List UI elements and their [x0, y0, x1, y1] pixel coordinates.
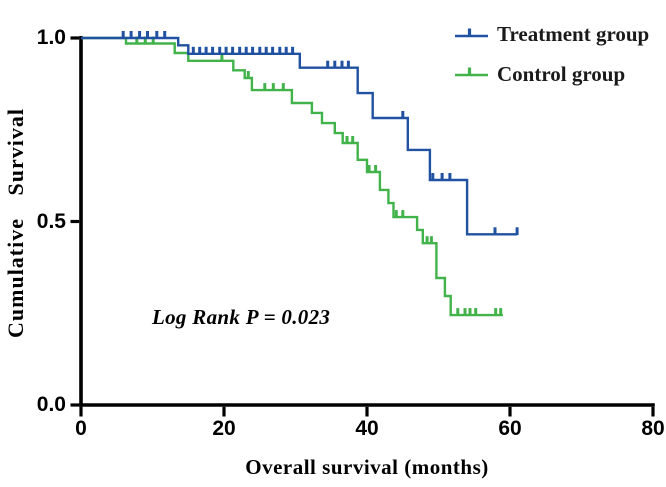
- x-tick-label-80: 80: [641, 417, 665, 440]
- treatment-survival-curve: [81, 36, 518, 236]
- x-tick-label-20: 20: [212, 417, 236, 440]
- x-tick-label-0: 0: [75, 417, 87, 440]
- x-tick-label-60: 60: [498, 417, 522, 440]
- y-tick-label-0.5: 0.5: [36, 209, 66, 233]
- x-axis-title: Overall survival (months): [245, 455, 489, 479]
- legend-label-treatment-group: Treatment group: [497, 22, 650, 46]
- x-tick-label-40: 40: [355, 417, 379, 440]
- y-tick-label-1.0: 1.0: [36, 26, 66, 49]
- log-rank-annotation: Log Rank P = 0.023: [152, 305, 331, 329]
- control-survival-curve: [81, 36, 503, 317]
- y-tick-label-0.0: 0.0: [36, 393, 66, 416]
- legend-label-control-group: Control group: [497, 62, 626, 86]
